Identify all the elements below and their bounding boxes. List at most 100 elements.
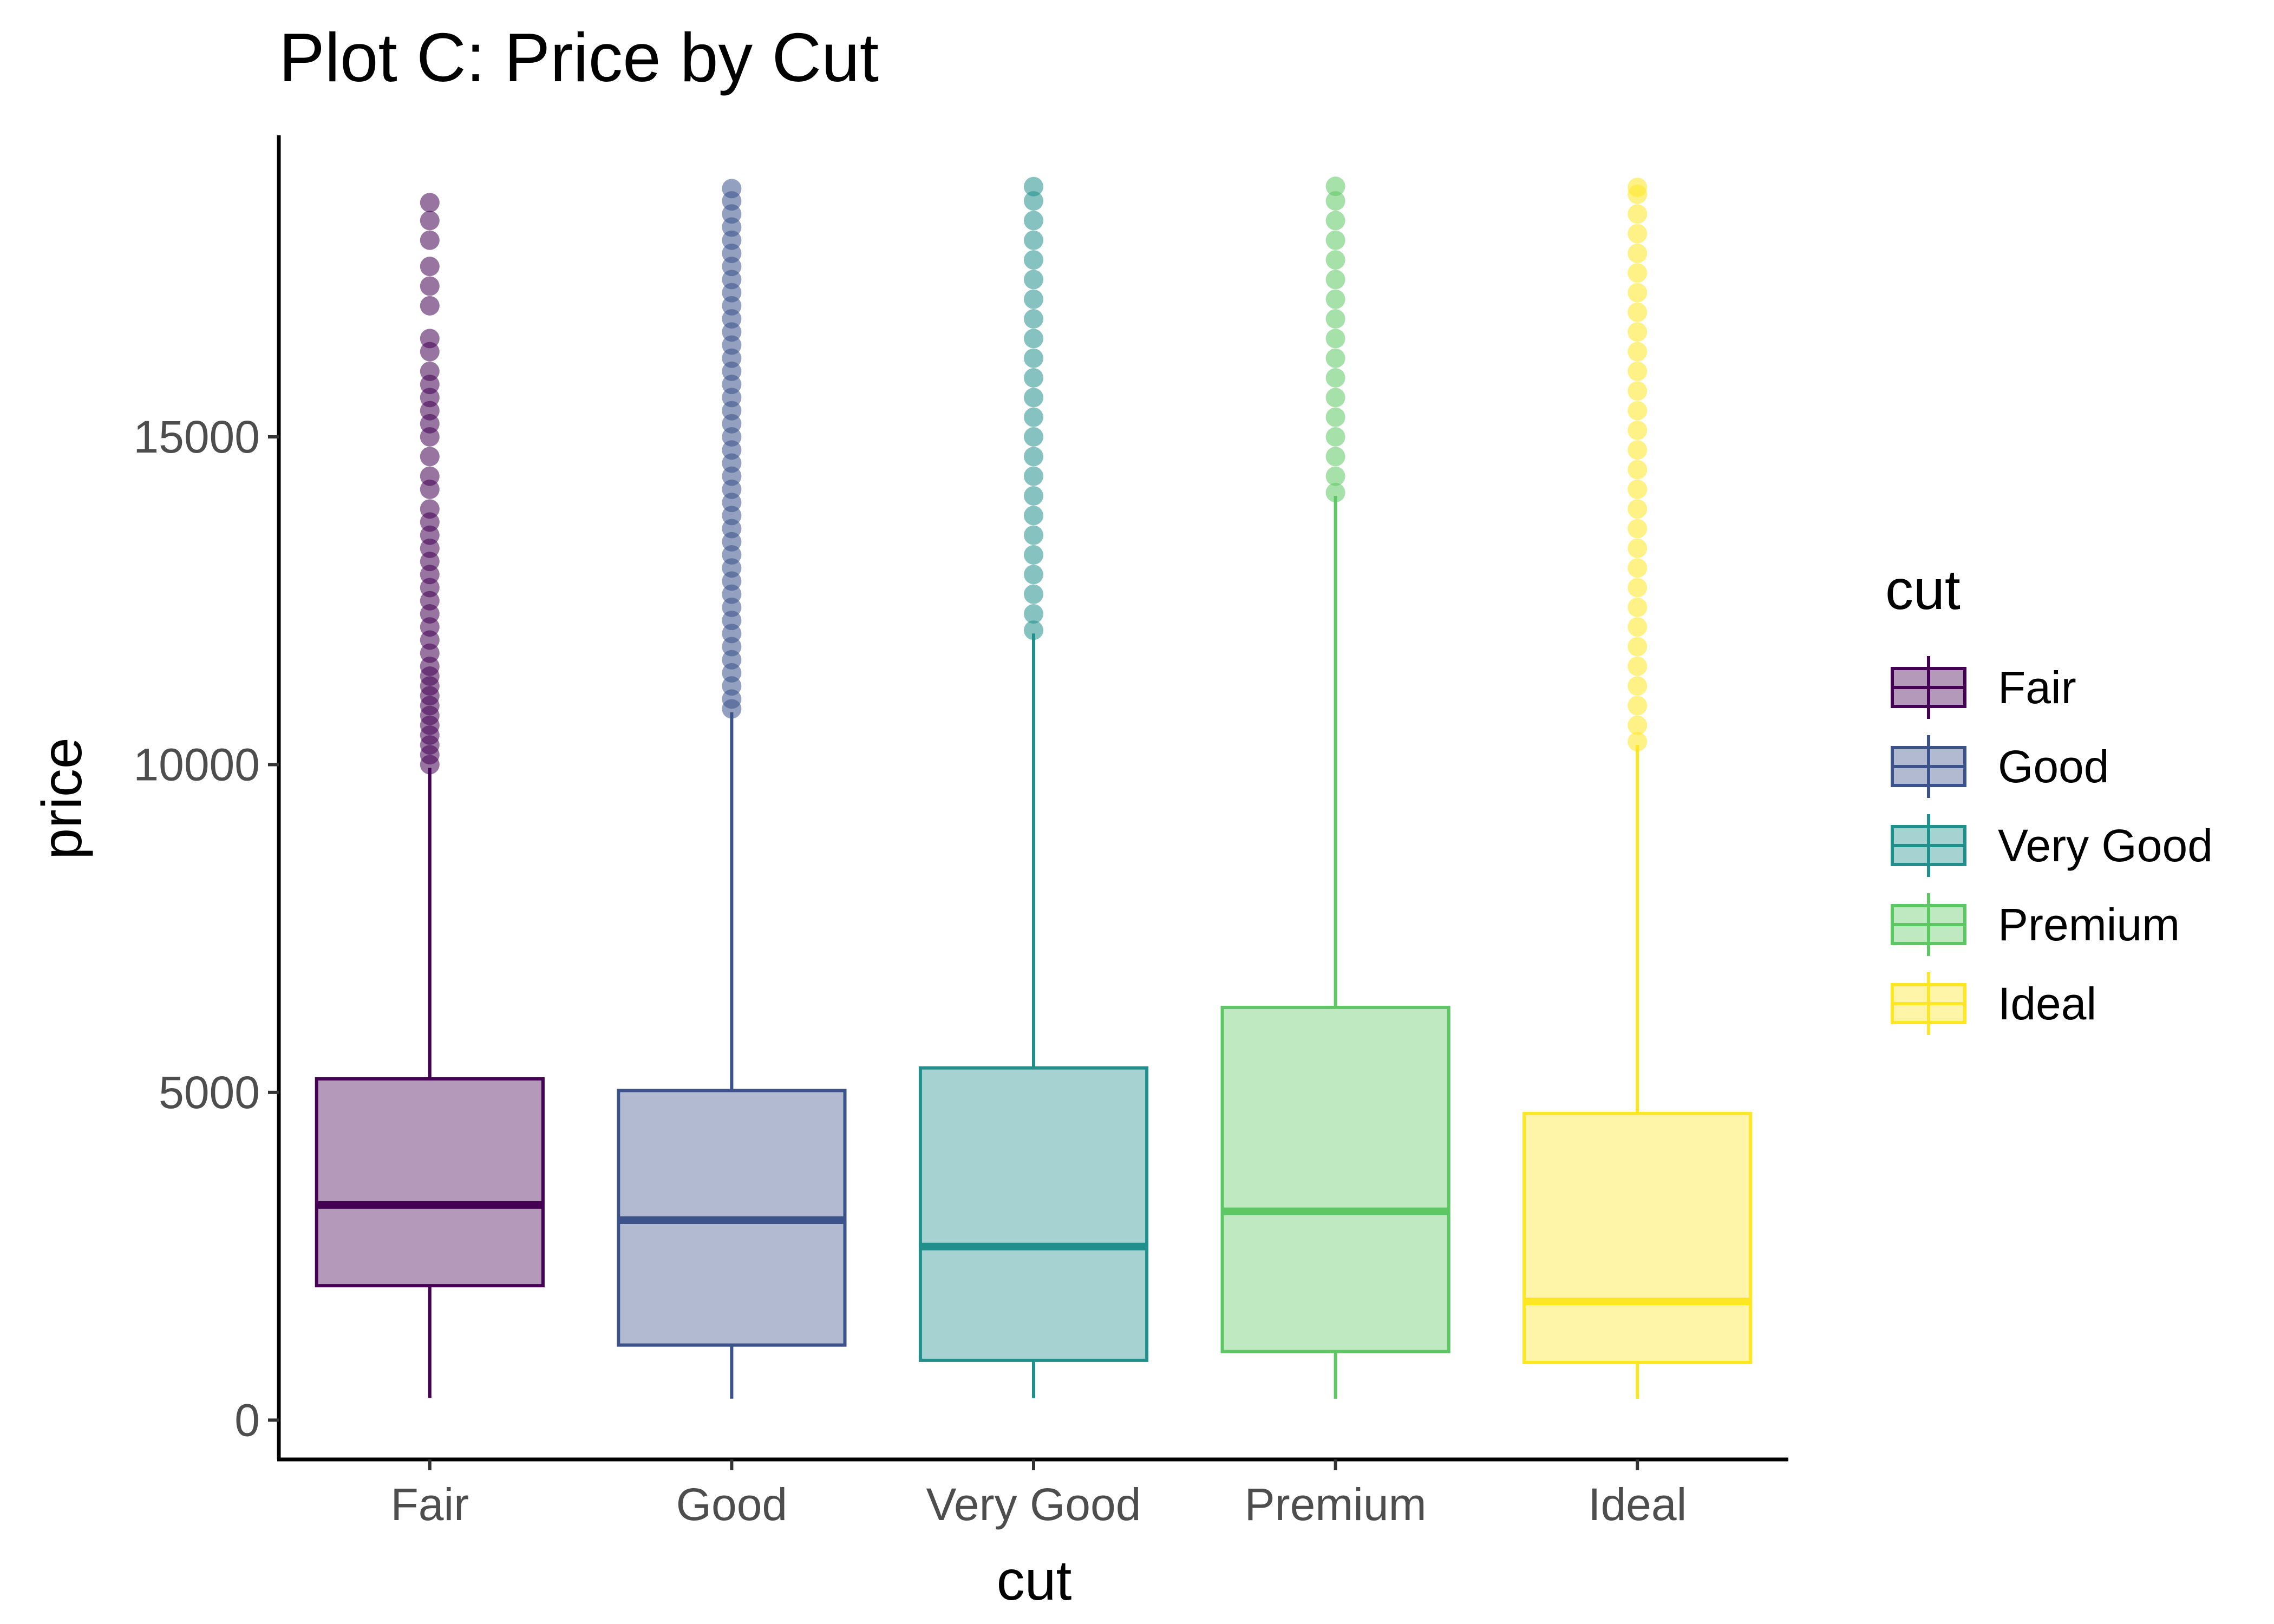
outlier-point xyxy=(1628,676,1648,696)
outlier-point xyxy=(1628,381,1648,401)
box-body xyxy=(315,1077,545,1288)
x-tick-label: Ideal xyxy=(1588,1479,1687,1530)
outlier-point xyxy=(1628,401,1648,421)
outlier-point xyxy=(1628,519,1648,539)
outlier-point xyxy=(1628,342,1648,362)
y-tick-label: 0 xyxy=(234,1394,260,1445)
outlier-point xyxy=(1024,604,1043,624)
outlier-point xyxy=(1628,637,1648,657)
outlier-point xyxy=(1628,578,1648,598)
outlier-point xyxy=(1024,565,1043,585)
legend-item-very-good: Very Good xyxy=(1891,814,2213,877)
outlier-point xyxy=(1325,427,1345,447)
outlier-point xyxy=(420,230,440,250)
outlier-point xyxy=(1024,584,1043,604)
box-body xyxy=(1220,1005,1450,1353)
x-axis-title: cut xyxy=(997,1549,1072,1612)
outlier-point xyxy=(1628,440,1648,460)
outlier-point xyxy=(1628,732,1648,752)
x-tick-label: Premium xyxy=(1245,1479,1427,1530)
outlier-point xyxy=(1325,368,1345,388)
legend-title: cut xyxy=(1885,559,1961,621)
legend-label: Fair xyxy=(1998,662,2076,713)
outlier-point xyxy=(1628,224,1648,244)
outlier-point xyxy=(1628,263,1648,283)
legend-label: Good xyxy=(1998,741,2109,792)
y-tick-label: 15000 xyxy=(133,411,260,462)
legend-label: Very Good xyxy=(1998,820,2213,871)
outlier-point xyxy=(1325,329,1345,349)
box-fair xyxy=(315,193,545,1398)
outlier-point xyxy=(1325,447,1345,467)
box-body xyxy=(1522,1111,1753,1365)
outlier-point xyxy=(1628,460,1648,480)
x-axis-ticks: Fair Good Very Good Premium Ideal xyxy=(390,1459,1687,1530)
outlier-point xyxy=(1325,388,1345,408)
outlier-point xyxy=(1024,545,1043,565)
outlier-point xyxy=(420,447,440,467)
legend-item-fair: Fair xyxy=(1891,656,2076,719)
y-axis-title: price xyxy=(31,737,94,859)
legend-item-premium: Premium xyxy=(1891,893,2180,956)
outlier-point xyxy=(1628,178,1648,198)
outlier-point xyxy=(1628,715,1648,735)
outlier-point xyxy=(1024,388,1043,408)
box-ideal xyxy=(1522,178,1753,1399)
chart-title: Plot C: Price by Cut xyxy=(279,19,879,96)
outlier-point xyxy=(1024,230,1043,250)
outlier-point xyxy=(1628,656,1648,676)
outlier-point xyxy=(1628,538,1648,558)
outlier-point xyxy=(1628,558,1648,578)
outlier-point xyxy=(1024,329,1043,349)
box-premium xyxy=(1220,176,1450,1399)
outlier-point xyxy=(1024,211,1043,231)
outlier-point xyxy=(1024,250,1043,270)
box-body xyxy=(918,1066,1149,1362)
outlier-point xyxy=(1325,230,1345,250)
outlier-point xyxy=(1325,176,1345,197)
outlier-point xyxy=(1628,420,1648,440)
outlier-point xyxy=(1024,309,1043,329)
outlier-point xyxy=(1024,348,1043,368)
outlier-point xyxy=(1628,322,1648,342)
outlier-point xyxy=(1024,176,1043,197)
outlier-point xyxy=(1325,348,1345,368)
outlier-point xyxy=(1325,466,1345,486)
outlier-point xyxy=(722,179,742,199)
legend-label: Premium xyxy=(1998,899,2180,950)
plot-area xyxy=(315,176,1753,1399)
legend: cut Fair Good Very Good Premium Ideal xyxy=(1885,559,2213,1035)
outlier-point xyxy=(1024,525,1043,545)
outlier-point xyxy=(1024,447,1043,467)
outlier-point xyxy=(1628,479,1648,499)
outlier-point xyxy=(1024,620,1043,640)
outlier-point xyxy=(420,361,440,381)
legend-item-good: Good xyxy=(1891,735,2109,798)
outlier-point xyxy=(1325,191,1345,211)
y-tick-label: 5000 xyxy=(159,1067,260,1118)
outlier-point xyxy=(1628,204,1648,224)
outlier-point xyxy=(420,329,440,349)
outlier-point xyxy=(1325,309,1345,329)
legend-label: Ideal xyxy=(1998,978,2096,1029)
legend-item-ideal: Ideal xyxy=(1891,972,2096,1035)
outlier-point xyxy=(420,257,440,277)
outlier-point xyxy=(1628,499,1648,519)
box-very-good xyxy=(918,176,1149,1398)
outlier-point xyxy=(1628,283,1648,303)
outlier-point xyxy=(1325,289,1345,309)
box-good xyxy=(617,179,847,1399)
outlier-point xyxy=(1024,466,1043,486)
outlier-point xyxy=(1024,270,1043,290)
outlier-point xyxy=(1024,427,1043,447)
x-tick-label: Very Good xyxy=(926,1479,1141,1530)
outlier-point xyxy=(1628,302,1648,322)
outlier-point xyxy=(420,499,440,519)
outlier-point xyxy=(1628,243,1648,263)
x-tick-label: Good xyxy=(676,1479,788,1530)
outlier-point xyxy=(1325,211,1345,231)
outlier-point xyxy=(420,466,440,486)
y-axis-ticks: 0 5000 10000 15000 xyxy=(133,411,279,1445)
outlier-point xyxy=(1325,407,1345,427)
